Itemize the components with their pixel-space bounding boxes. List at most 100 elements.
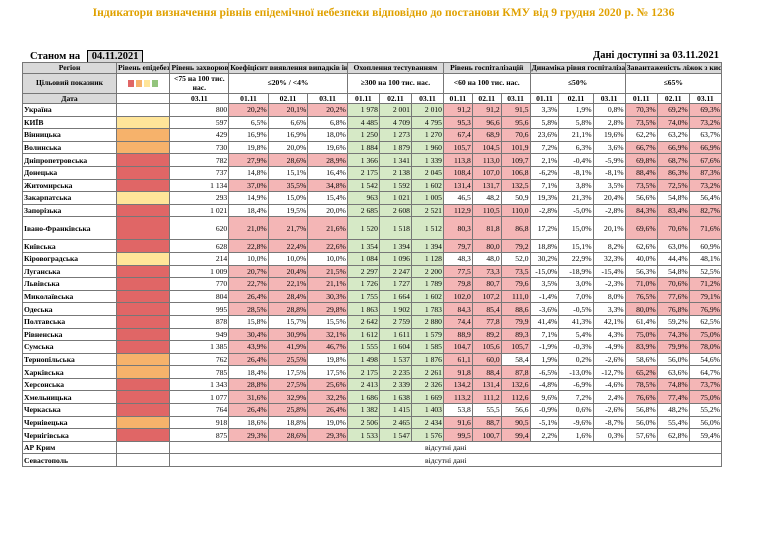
hosp-dyn-cell: 22,9% [558, 251, 594, 266]
beds-cell: 59,2% [656, 314, 690, 329]
detection-cell: 10,0% [228, 251, 269, 266]
date-dyn-1: 01.11 [529, 92, 560, 104]
detection-cell: 21,5% [307, 264, 348, 279]
hosp-dyn-cell: -2,8% [529, 203, 560, 218]
detection-cell: 27,5% [267, 377, 309, 392]
hosp-dyn-cell: 9,6% [529, 390, 560, 405]
hosp-cell: 105,7 [442, 140, 473, 155]
region-name: Житомирська [21, 178, 118, 193]
target-hosp-dyn: ≤50% [529, 72, 626, 94]
hosp-cell: 73,5 [500, 264, 531, 279]
beds-cell: 66,9% [656, 140, 690, 155]
beds-cell: 76,8% [656, 302, 690, 316]
hosp-cell: 85,4 [471, 302, 502, 316]
hosp-dyn-cell: 0,6% [558, 403, 594, 417]
hosp-dyn-cell: 19,6% [592, 128, 626, 142]
region-name: Івано-Франківська [21, 216, 118, 241]
beds-cell: 56,4% [688, 191, 723, 205]
testing-cell: 1 520 [346, 216, 380, 241]
incidence-cell: 918 [169, 415, 230, 430]
region-name: Київська [21, 239, 118, 253]
hosp-dyn-cell: 21,3% [558, 191, 594, 205]
hosp-cell: 102,0 [442, 289, 473, 304]
table-row: КИЇВ 597 6,5% 6,6% 6,8% 4 485 4 709 4 795 95,3 96… [21, 115, 723, 130]
hosp-cell: 91,2 [471, 103, 502, 117]
testing-cell: 1 005 [410, 191, 444, 205]
detection-cell: 18,4% [228, 203, 269, 218]
incidence-cell: 878 [169, 314, 230, 329]
testing-cell: 4 709 [378, 115, 412, 130]
hosp-cell: 70,6 [500, 128, 531, 142]
incidence-cell: 762 [169, 352, 230, 367]
beds-cell: 73,2% [688, 115, 723, 130]
testing-cell: 1 273 [378, 128, 412, 142]
table-row: Дніпропетровська 782 27,9% 28,6% 28,9% 1 366 1… [21, 153, 723, 167]
date-hosp-2: 02.11 [471, 92, 502, 104]
beds-cell: 57,6% [624, 428, 658, 442]
header-region: Регіон [21, 62, 118, 74]
beds-cell: 64,7% [688, 365, 723, 379]
level-cell [116, 165, 171, 180]
testing-cell: 1 592 [378, 178, 412, 193]
beds-cell: 52,5% [688, 264, 723, 279]
beds-cell: 70,6% [656, 277, 690, 291]
testing-cell: 1 863 [346, 302, 380, 316]
region-name: Луганська [21, 264, 118, 279]
hosp-cell: 55,5 [471, 403, 502, 417]
hosp-cell: 91,8 [442, 365, 473, 379]
status-label: Станом на [30, 51, 81, 62]
table-row: Харківська 785 18,4% 17,5% 17,5% 2 175 2 235 2 … [21, 365, 723, 379]
beds-cell: 62,8% [656, 428, 690, 442]
hosp-cell: 89,2 [471, 327, 502, 342]
table-row: АР Крим відсутні дані [21, 440, 722, 455]
region-name: Чернівецька [21, 415, 118, 430]
hosp-dyn-cell: -8,7% [592, 415, 626, 430]
testing-cell: 1 638 [378, 390, 412, 405]
level-legend [116, 72, 171, 94]
date-incidence: 03.11 [169, 92, 230, 104]
detection-cell: 30,3% [307, 289, 348, 304]
beds-cell: 61,4% [624, 314, 658, 329]
hosp-cell: 113,0 [471, 153, 502, 167]
hosp-dyn-cell: 20,4% [592, 191, 626, 205]
detection-cell: 20,0% [307, 203, 348, 218]
testing-cell: 2 880 [410, 314, 444, 329]
hosp-dyn-cell: 41,3% [558, 314, 594, 329]
beds-cell: 63,0% [656, 239, 690, 253]
level-cell [116, 289, 171, 304]
testing-cell: 1 512 [410, 216, 444, 241]
hosp-dyn-cell: -5,9% [592, 153, 626, 167]
testing-cell: 1 669 [410, 390, 444, 405]
beds-cell: 82,7% [688, 203, 723, 218]
beds-cell: 78,5% [624, 377, 658, 392]
region-name: Донецька [21, 165, 118, 180]
header-row: Регіон Рівень епідебезпеки Рівень захвор… [21, 62, 723, 74]
beds-cell: 70,3% [624, 103, 658, 117]
region-name: Харківська [21, 365, 118, 379]
detection-cell: 25,5% [267, 352, 309, 367]
hosp-cell: 113,2 [442, 390, 473, 405]
detection-cell: 15,4% [307, 191, 348, 205]
table-row: Миколаївська 804 26,4% 28,4% 30,3% 1 755 1 664… [21, 289, 723, 304]
hosp-dyn-cell: 32,3% [592, 251, 626, 266]
table-row: Кіровоградська 214 10,0% 10,0% 10,0% 1 084 1 0… [21, 251, 723, 266]
hosp-cell: 88,7 [471, 415, 502, 430]
hosp-cell: 58,4 [500, 352, 531, 367]
testing-cell: 2 339 [378, 377, 412, 392]
hosp-dyn-cell: 5,8% [558, 115, 594, 130]
detection-cell: 18,4% [228, 365, 269, 379]
beds-cell: 74,8% [656, 377, 690, 392]
region-name: Волинська [21, 140, 118, 155]
hosp-cell: 110,5 [471, 203, 502, 218]
level-cell [116, 103, 171, 117]
beds-cell: 84,3% [624, 203, 658, 218]
data-availability: Дані доступні за 03.11.2021 [593, 50, 719, 61]
hosp-dyn-cell: 18,8% [529, 239, 560, 253]
hosp-dyn-cell: 41,4% [529, 314, 560, 329]
hosp-dyn-cell: 7,2% [529, 140, 560, 155]
level-cell [116, 128, 171, 142]
header-incidence: Рівень захворюваності [169, 62, 230, 74]
hosp-dyn-cell: -5,0% [558, 203, 594, 218]
testing-cell: 1 755 [346, 289, 380, 304]
incidence-cell: 1 009 [169, 264, 230, 279]
